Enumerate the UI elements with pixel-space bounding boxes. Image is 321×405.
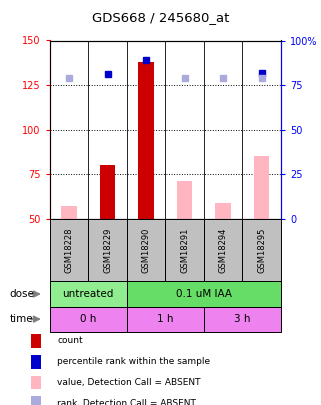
Text: dose: dose bbox=[10, 289, 34, 299]
Bar bbox=[127, 307, 204, 332]
Bar bbox=[50, 281, 127, 307]
Text: 3 h: 3 h bbox=[234, 314, 251, 324]
Bar bbox=[31, 355, 41, 369]
Text: GSM18290: GSM18290 bbox=[142, 227, 151, 273]
Bar bbox=[127, 219, 165, 281]
Bar bbox=[61, 206, 77, 219]
Bar bbox=[100, 165, 115, 219]
Text: count: count bbox=[57, 337, 83, 345]
Bar bbox=[215, 202, 231, 219]
Text: untreated: untreated bbox=[63, 289, 114, 299]
Bar bbox=[88, 219, 127, 281]
Text: GDS668 / 245680_at: GDS668 / 245680_at bbox=[92, 11, 229, 24]
Text: 0 h: 0 h bbox=[80, 314, 97, 324]
Text: value, Detection Call = ABSENT: value, Detection Call = ABSENT bbox=[57, 378, 201, 387]
Text: GSM18229: GSM18229 bbox=[103, 227, 112, 273]
Text: GSM18294: GSM18294 bbox=[219, 227, 228, 273]
Text: rank, Detection Call = ABSENT: rank, Detection Call = ABSENT bbox=[57, 399, 196, 405]
Text: GSM18291: GSM18291 bbox=[180, 227, 189, 273]
Bar bbox=[127, 281, 281, 307]
Bar bbox=[138, 62, 154, 219]
Bar bbox=[254, 156, 269, 219]
Bar bbox=[50, 219, 88, 281]
Bar bbox=[50, 307, 127, 332]
Bar bbox=[204, 307, 281, 332]
Text: GSM18228: GSM18228 bbox=[65, 227, 74, 273]
Bar bbox=[177, 181, 192, 219]
Bar bbox=[165, 219, 204, 281]
Bar bbox=[242, 219, 281, 281]
Text: 0.1 uM IAA: 0.1 uM IAA bbox=[176, 289, 232, 299]
Text: 1 h: 1 h bbox=[157, 314, 174, 324]
Bar bbox=[31, 375, 41, 390]
Bar bbox=[204, 219, 242, 281]
Bar bbox=[31, 396, 41, 405]
Text: percentile rank within the sample: percentile rank within the sample bbox=[57, 357, 210, 366]
Bar bbox=[31, 334, 41, 348]
Text: GSM18295: GSM18295 bbox=[257, 227, 266, 273]
Text: time: time bbox=[10, 314, 33, 324]
